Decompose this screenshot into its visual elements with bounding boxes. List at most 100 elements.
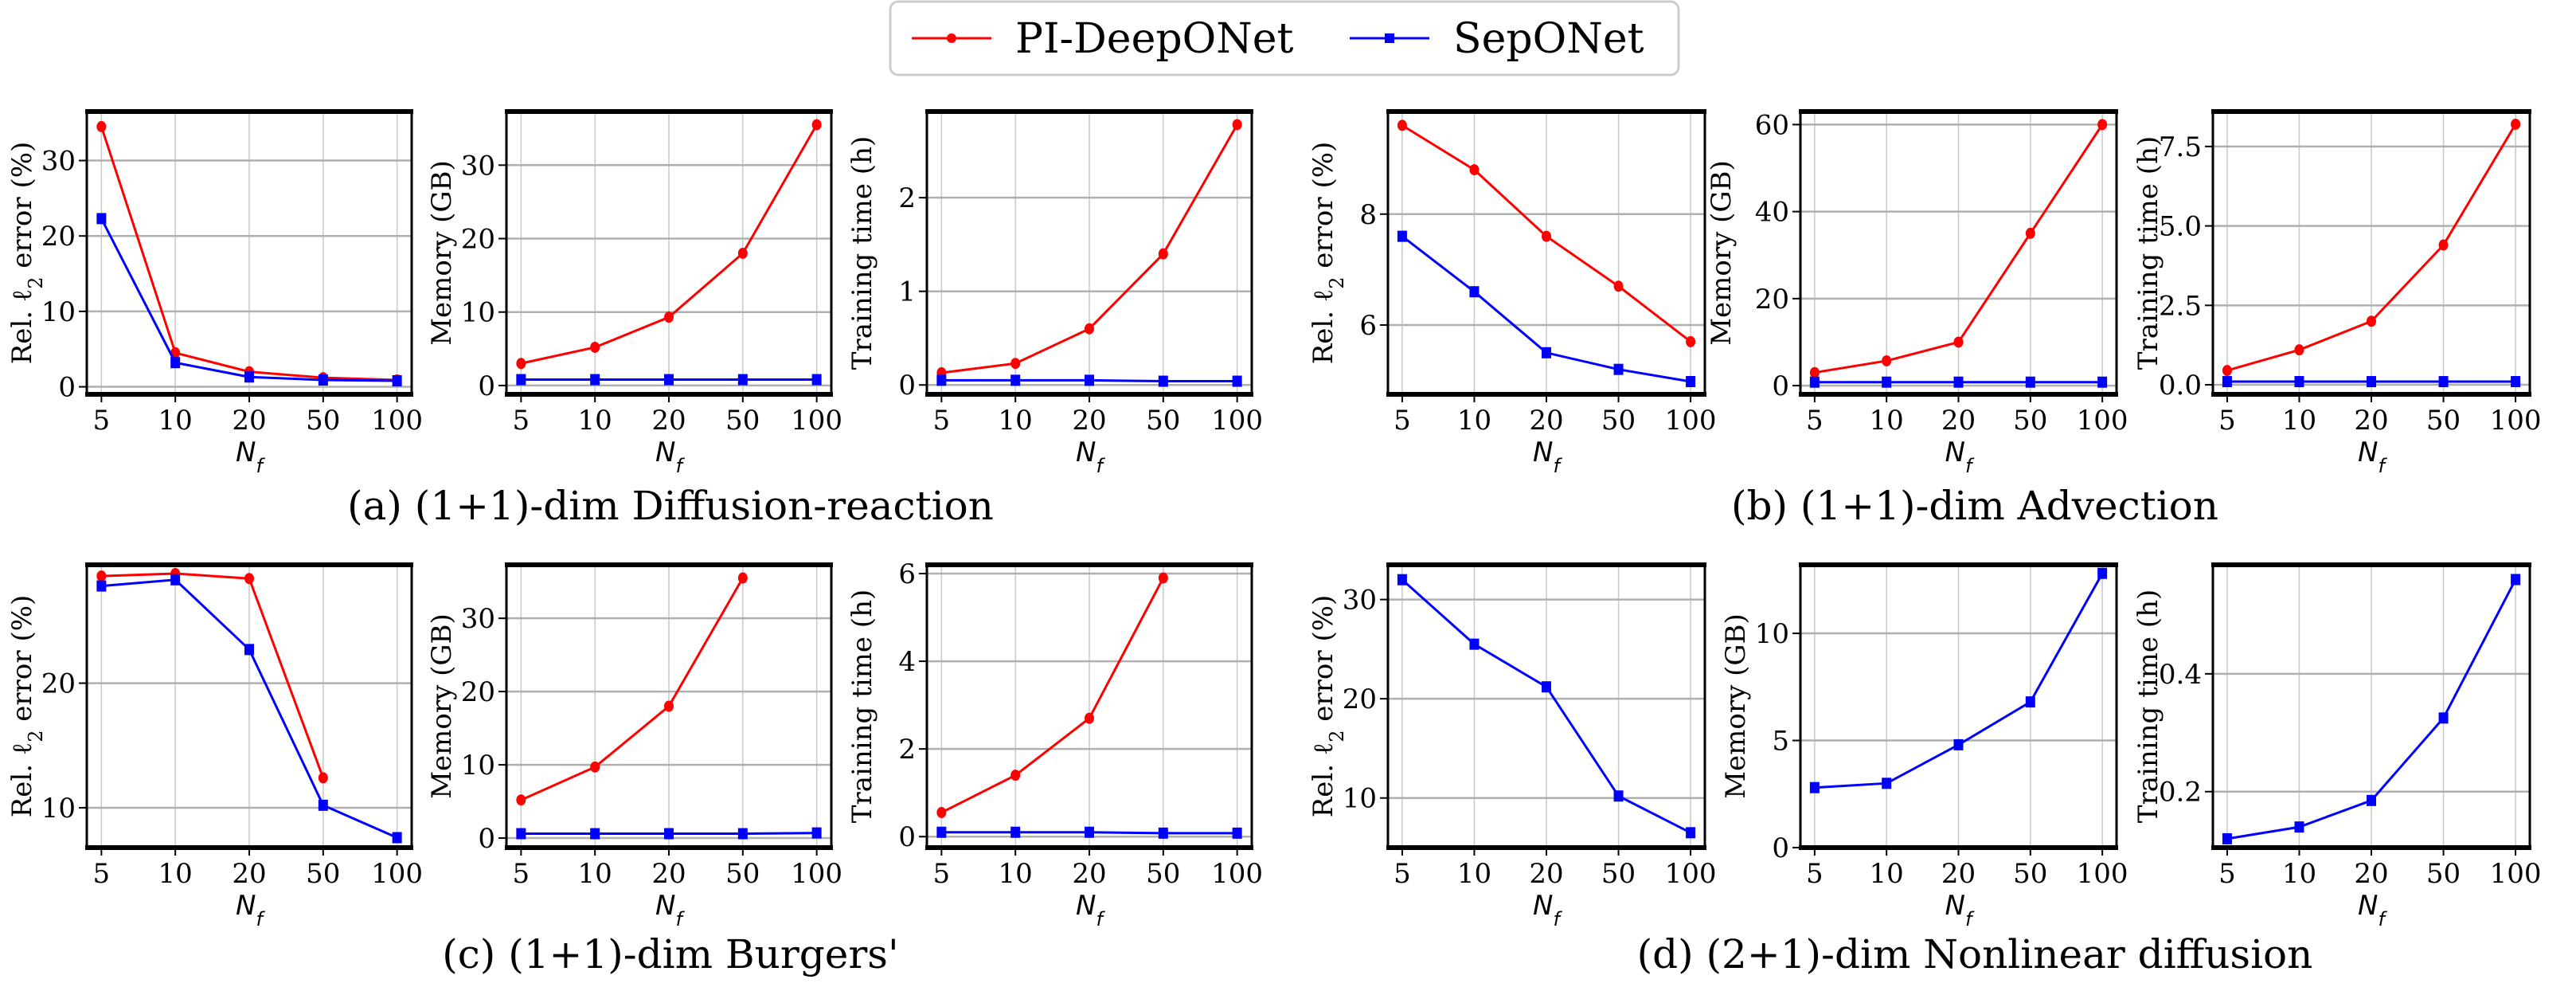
- y-tick-label: 8: [1359, 199, 1377, 231]
- data-point-seponet: [1809, 376, 1820, 388]
- data-point-seponet: [1010, 374, 1021, 386]
- data-point-seponet: [1613, 363, 1624, 375]
- x-tick-label: 20: [651, 405, 686, 437]
- data-point-pi-deeponet: [664, 311, 674, 323]
- legend-frame: [889, 0, 1680, 76]
- y-tick-label: 10: [41, 793, 76, 825]
- x-axis-label: Nf: [1076, 890, 1105, 930]
- y-axis-label: Training time (h): [846, 590, 878, 823]
- x-tick-label: 50: [725, 405, 760, 437]
- x-axis-label: Nf: [236, 437, 265, 477]
- y-axis-label: Rel. ℓ2 error (%): [6, 595, 47, 818]
- legend-label-pi-deeponet: PI-DeepONet: [1015, 15, 1294, 63]
- x-tick-label: 10: [1870, 858, 1904, 890]
- data-point-seponet: [516, 374, 526, 386]
- data-point-seponet: [1882, 778, 1892, 789]
- x-tick-label: 10: [999, 858, 1033, 890]
- data-point-pi-deeponet: [2438, 239, 2449, 251]
- x-axis-label: Nf: [1533, 890, 1562, 930]
- y-tick-label: 4: [898, 646, 916, 678]
- y-tick-label: 0: [478, 823, 495, 855]
- data-point-pi-deeponet: [590, 341, 600, 353]
- y-tick-label: 0.2: [2159, 777, 2202, 809]
- data-point-seponet: [516, 828, 526, 840]
- x-tick-label: 20: [232, 858, 266, 890]
- data-point-seponet: [936, 826, 947, 838]
- y-tick-label: 10: [1343, 783, 1377, 815]
- y-tick-label: 60: [1755, 109, 1789, 141]
- subtitle-d: (d) (2+1)-dim Nonlinear diffusion: [1637, 931, 2313, 977]
- x-tick-label: 5: [2218, 405, 2236, 437]
- data-point-seponet: [1953, 376, 1964, 388]
- data-point-seponet: [1469, 638, 1480, 650]
- x-tick-label: 50: [1601, 858, 1636, 890]
- data-point-pi-deeponet: [1232, 119, 1242, 131]
- y-axis-label: Memory (GB): [426, 613, 458, 799]
- data-point-seponet: [1542, 347, 1551, 358]
- y-tick-label: 0: [1772, 370, 1789, 402]
- y-tick-label: 2: [898, 182, 916, 214]
- x-tick-label: 10: [578, 405, 612, 437]
- series-line-pi-deeponet: [520, 577, 745, 801]
- data-point-pi-deeponet: [1686, 335, 1696, 347]
- data-point-seponet: [1010, 826, 1021, 838]
- data-point-seponet: [170, 574, 181, 586]
- data-point-seponet: [1613, 790, 1624, 802]
- y-tick-label: 2: [898, 734, 916, 766]
- y-tick-label: 30: [461, 603, 495, 635]
- x-tick-label: 20: [651, 858, 686, 890]
- x-tick-label: 100: [1211, 405, 1263, 437]
- legend-marker-pi-deeponet: [947, 33, 956, 43]
- x-tick-label: 100: [2077, 405, 2128, 437]
- data-point-pi-deeponet: [1469, 164, 1480, 176]
- data-point-seponet: [1882, 376, 1892, 388]
- data-point-seponet: [811, 827, 822, 839]
- data-point-seponet: [2367, 794, 2376, 806]
- data-point-seponet: [96, 213, 107, 225]
- y-tick-label: 0.4: [2159, 659, 2202, 691]
- data-point-seponet: [2097, 376, 2108, 388]
- data-point-pi-deeponet: [2097, 119, 2108, 131]
- data-point-pi-deeponet: [2294, 344, 2304, 356]
- data-point-seponet: [2367, 376, 2376, 388]
- y-axis-label: Training time (h): [2132, 136, 2164, 370]
- y-tick-label: 6: [1359, 310, 1377, 342]
- x-tick-label: 50: [1146, 405, 1180, 437]
- x-tick-label: 50: [306, 858, 340, 890]
- data-point-pi-deeponet: [244, 573, 254, 585]
- x-tick-label: 5: [933, 405, 951, 437]
- data-point-seponet: [318, 799, 328, 811]
- y-tick-label: 40: [1755, 197, 1789, 229]
- x-tick-label: 100: [2490, 858, 2542, 890]
- data-point-pi-deeponet: [590, 761, 600, 773]
- x-tick-label: 50: [2013, 858, 2047, 890]
- data-point-pi-deeponet: [1010, 358, 1021, 370]
- data-point-pi-deeponet: [1397, 119, 1407, 131]
- x-tick-label: 10: [158, 858, 193, 890]
- x-tick-label: 10: [1457, 858, 1491, 890]
- y-axis-label: Rel. ℓ2 error (%): [1308, 142, 1348, 365]
- data-point-seponet: [737, 828, 748, 840]
- y-tick-label: 10: [41, 296, 76, 328]
- x-axis-label: Nf: [655, 890, 685, 930]
- x-tick-label: 5: [1806, 858, 1824, 890]
- data-point-seponet: [936, 374, 947, 386]
- x-tick-label: 20: [1072, 405, 1106, 437]
- y-tick-label: 20: [461, 224, 495, 256]
- x-tick-label: 100: [1665, 405, 1717, 437]
- data-point-seponet: [1232, 827, 1242, 839]
- subplot-9: 5 10 20 50 100 0 2 4 6 Training time (h) Nf: [846, 558, 1263, 930]
- y-tick-label: 6: [898, 558, 916, 590]
- subplot-5: 5 10 20 50 100 0 20 40 60 Memory (GB) Nf: [1706, 109, 2128, 477]
- data-point-seponet: [1158, 827, 1168, 839]
- x-axis-label: Nf: [1945, 890, 1975, 930]
- x-axis-label: Nf: [1076, 437, 1105, 477]
- data-point-seponet: [2511, 574, 2521, 586]
- x-tick-label: 10: [158, 405, 193, 437]
- data-point-pi-deeponet: [1158, 572, 1168, 584]
- data-point-pi-deeponet: [1158, 248, 1168, 260]
- data-point-seponet: [2097, 567, 2108, 579]
